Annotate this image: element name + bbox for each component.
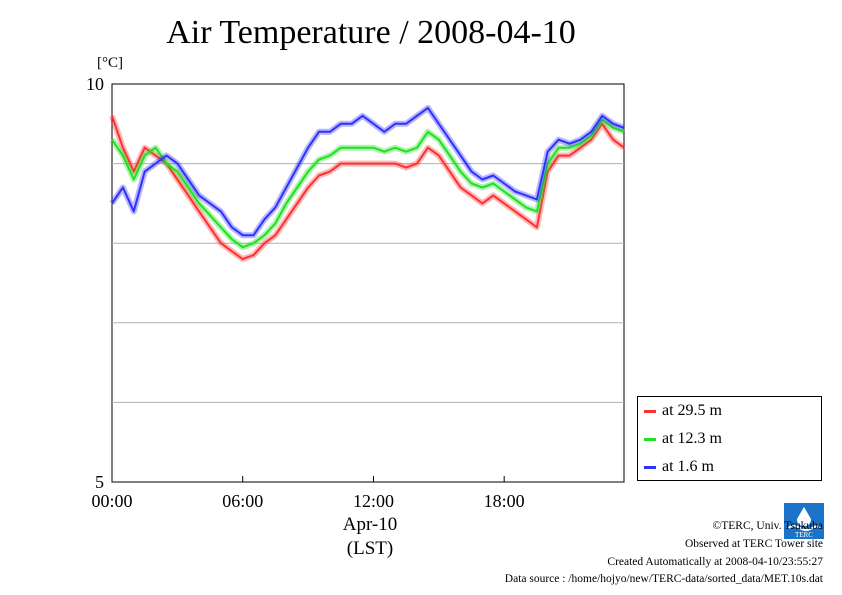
x-tick-label: 18:00 xyxy=(484,491,525,511)
y-unit-label: [°C] xyxy=(97,55,123,71)
footer-copyright: ©TERC, Univ. Tsukuba xyxy=(712,520,823,532)
x-tick-label: 12:00 xyxy=(353,491,394,511)
terc-logo-icon: TERC xyxy=(784,503,824,539)
chart-title: Air Temperature / 2008-04-10 xyxy=(166,14,576,51)
legend-label: at 12.3 m xyxy=(662,430,722,447)
terc-logo-text: TERC xyxy=(795,531,813,539)
series-line-2 xyxy=(111,106,625,237)
series-lines xyxy=(109,104,626,263)
y-tick-label: 10 xyxy=(86,74,104,94)
x-axis-date-label: Apr-10 xyxy=(342,514,398,535)
legend-label: at 1.6 m xyxy=(662,458,714,475)
footer-data-source: Data source : /home/hojyo/new/TERC-data/… xyxy=(504,573,823,585)
legend-swatch-29-5m xyxy=(644,409,656,413)
y-ticks: 10 5 xyxy=(86,74,104,492)
plot-frame xyxy=(111,83,625,483)
legend-item-12-3m: at 12.3 m xyxy=(644,429,722,449)
y-tick-label: 5 xyxy=(95,472,104,492)
legend-item-1-6m: at 1.6 m xyxy=(644,457,714,477)
footer-created: Created Automatically at 2008-04-10/23:5… xyxy=(607,556,823,568)
legend-item-29-5m: at 29.5 m xyxy=(644,401,722,421)
x-tick-label: 06:00 xyxy=(222,491,263,511)
legend: at 29.5 m at 12.3 m at 1.6 m xyxy=(637,396,822,481)
legend-label: at 29.5 m xyxy=(662,402,722,419)
x-tick-label: 00:00 xyxy=(91,491,132,511)
footer-observed: Observed at TERC Tower site xyxy=(684,538,823,550)
series-line-0 xyxy=(111,115,625,261)
y-gridlines xyxy=(112,163,624,403)
x-axis-lst-label: (LST) xyxy=(346,538,394,559)
legend-swatch-1-6m xyxy=(644,465,656,469)
x-ticks: 00:00 06:00 12:00 18:00 xyxy=(91,476,525,511)
series-line-1 xyxy=(111,118,625,249)
legend-swatch-12-3m xyxy=(644,437,656,441)
